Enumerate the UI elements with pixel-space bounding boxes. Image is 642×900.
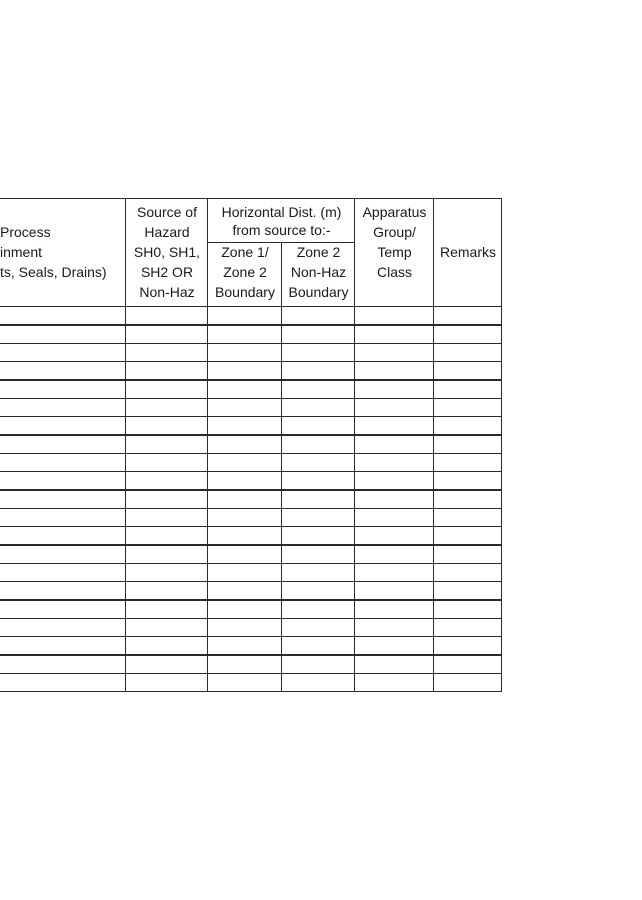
header-source-line3: SH0, SH1, xyxy=(133,244,201,260)
column-divider xyxy=(501,198,503,692)
header-zone2-line2: Non-Haz xyxy=(290,264,347,280)
table-row-line xyxy=(0,379,502,381)
header-zone1-line1: Zone 1/ xyxy=(221,244,269,260)
column-divider xyxy=(207,198,209,692)
header-horizontal-dist-line2: from source to:- xyxy=(232,222,331,238)
table-row-line xyxy=(0,581,502,583)
table-row-line xyxy=(0,416,502,418)
table-row-line xyxy=(0,636,502,638)
table-row-line xyxy=(0,397,502,399)
table-row-line xyxy=(0,306,502,308)
column-divider xyxy=(354,198,356,692)
table-row-line xyxy=(0,489,502,491)
column-divider xyxy=(433,198,435,692)
header-zone2-line3: Boundary xyxy=(288,284,349,300)
table-row-line xyxy=(0,562,502,564)
table-row-line xyxy=(0,361,502,363)
table-row-line xyxy=(0,544,502,546)
table-row-line xyxy=(0,507,502,509)
header-apparatus-line1: Apparatus xyxy=(362,204,427,220)
table-row-line xyxy=(0,654,502,656)
header-remarks: Remarks xyxy=(439,244,496,260)
table-row-line xyxy=(0,434,502,436)
column-divider xyxy=(125,198,127,692)
header-source-line1: Source of xyxy=(137,204,197,220)
header-source-line5: Non-Haz xyxy=(139,284,195,300)
header-horizontal-dist-line1: Horizontal Dist. (m) xyxy=(221,204,342,220)
header-process-line1: Process xyxy=(0,224,51,240)
header-apparatus-line3: Temp xyxy=(377,244,412,260)
table-row-line xyxy=(0,617,502,619)
header-zone1-line2: Zone 2 xyxy=(223,264,267,280)
table-row-line xyxy=(0,324,502,326)
table-top-border xyxy=(0,198,502,200)
table-row-line xyxy=(0,342,502,344)
header-process-line3: ts, Seals, Drains) xyxy=(0,264,107,280)
header-zone2-line1: Zone 2 xyxy=(296,244,341,260)
table-row-line xyxy=(0,471,502,473)
header-process-line2: inment xyxy=(0,244,43,260)
header-zone1-line3: Boundary xyxy=(215,284,275,300)
header-source-line2: Hazard xyxy=(144,224,190,240)
table-row-line xyxy=(0,526,502,528)
column-divider xyxy=(281,242,283,692)
table-row-line xyxy=(0,672,502,674)
header-source-line4: SH2 OR xyxy=(140,264,194,280)
header-apparatus-line4: Class xyxy=(376,264,412,280)
table-row-line xyxy=(0,691,502,693)
header-apparatus-line2: Group/ xyxy=(373,224,416,240)
table-row-line xyxy=(0,452,502,454)
table-row-line xyxy=(0,599,502,601)
